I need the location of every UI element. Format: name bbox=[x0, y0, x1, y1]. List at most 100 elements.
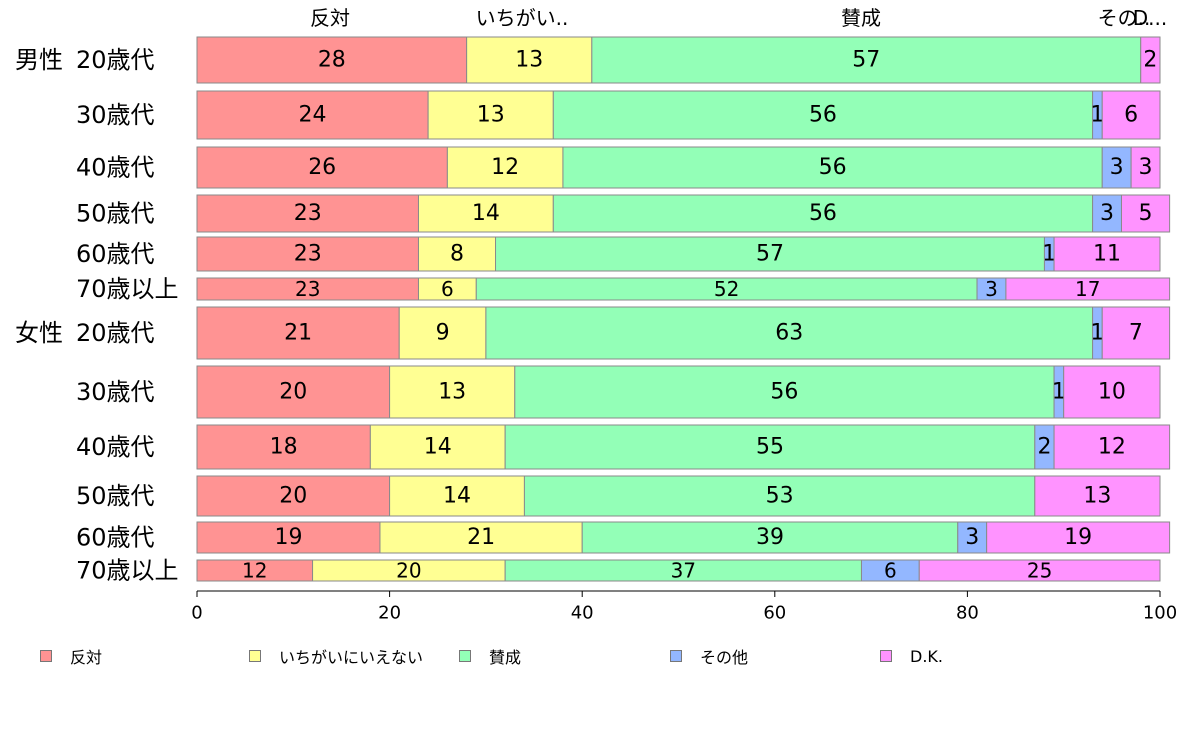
bar-segment bbox=[196, 306, 400, 360]
category-label: 70歳以上 bbox=[76, 275, 179, 303]
data-label: 13 bbox=[1083, 484, 1111, 509]
x-tick-label: 100 bbox=[1143, 603, 1177, 624]
chart-legend: 反対 いちがいにいえない 賛成 その他 D.K. bbox=[40, 645, 1180, 667]
data-label: 6 bbox=[884, 559, 897, 583]
bar-segment bbox=[485, 306, 1094, 360]
category-label: 60歳代 bbox=[76, 524, 155, 552]
bar-segment bbox=[196, 521, 381, 554]
data-label: 9 bbox=[436, 321, 450, 346]
x-tick-label: 20 bbox=[378, 603, 401, 624]
data-label: 1 bbox=[1090, 321, 1104, 346]
column-header: 反対 bbox=[310, 6, 350, 30]
category-label: 70歳以上 bbox=[76, 557, 179, 585]
data-label: 25 bbox=[1027, 559, 1052, 583]
bar-segment bbox=[495, 236, 1045, 272]
data-label: 14 bbox=[443, 484, 471, 509]
data-label: 12 bbox=[1098, 435, 1126, 460]
legend-label: その他 bbox=[700, 648, 749, 667]
data-label: 21 bbox=[284, 321, 312, 346]
category-label: 20歳代 bbox=[76, 46, 155, 74]
x-tick-label: 0 bbox=[191, 603, 202, 624]
bar-segment bbox=[918, 559, 1161, 582]
bar-segment bbox=[196, 236, 419, 272]
bar-segment bbox=[1034, 475, 1161, 517]
bar-segment bbox=[1140, 36, 1161, 84]
data-label: 3 bbox=[1139, 155, 1153, 180]
data-label: 6 bbox=[1124, 103, 1138, 128]
bar-segment bbox=[1120, 194, 1171, 233]
bar-segment bbox=[398, 306, 487, 360]
data-label: 57 bbox=[756, 242, 784, 267]
data-label: 6 bbox=[441, 277, 454, 301]
bar-segment bbox=[196, 475, 391, 517]
data-label: 56 bbox=[770, 380, 798, 405]
column-header: いちがい.. bbox=[476, 6, 569, 30]
data-label: 23 bbox=[295, 277, 320, 301]
bar-segment bbox=[417, 194, 554, 233]
bar-segment bbox=[1101, 90, 1161, 140]
data-label: 1 bbox=[1090, 103, 1104, 128]
data-label: 10 bbox=[1098, 380, 1126, 405]
data-label: 3 bbox=[965, 525, 979, 550]
bar-segment bbox=[552, 194, 1094, 233]
data-label: 28 bbox=[318, 48, 346, 73]
data-label: 13 bbox=[438, 380, 466, 405]
column-header: 賛成 bbox=[841, 6, 881, 30]
data-label: 3 bbox=[1110, 155, 1124, 180]
x-tick-label: 40 bbox=[571, 603, 594, 624]
bar-segment bbox=[1101, 306, 1171, 360]
data-label: 20 bbox=[279, 484, 307, 509]
bar-segment bbox=[196, 146, 448, 189]
data-label: 8 bbox=[450, 242, 464, 267]
category-label: 20歳代 bbox=[76, 319, 155, 347]
x-tick-label: 60 bbox=[763, 603, 786, 624]
category-label: 60歳代 bbox=[76, 240, 155, 268]
category-label: 50歳代 bbox=[76, 482, 155, 510]
data-label: 12 bbox=[242, 559, 267, 583]
legend-item: 賛成 bbox=[459, 645, 521, 667]
bar-segment bbox=[552, 90, 1094, 140]
bar-segment bbox=[562, 146, 1103, 189]
legend-swatch bbox=[459, 650, 471, 662]
bar-segment bbox=[389, 475, 525, 517]
bar-segment bbox=[417, 236, 497, 272]
bar-segment bbox=[196, 90, 429, 140]
legend-swatch bbox=[880, 650, 892, 662]
data-label: 56 bbox=[809, 201, 837, 226]
legend-swatch bbox=[40, 650, 52, 662]
bar-segment bbox=[196, 424, 371, 470]
group-label: 男性 bbox=[15, 46, 63, 74]
data-label: 39 bbox=[756, 525, 784, 550]
data-label: 56 bbox=[809, 103, 837, 128]
bar-segment bbox=[427, 90, 554, 140]
legend-item: いちがいにいえない bbox=[249, 645, 423, 667]
data-label: 26 bbox=[308, 155, 336, 180]
data-label: 63 bbox=[775, 321, 803, 346]
data-label: 20 bbox=[279, 380, 307, 405]
data-label: 17 bbox=[1075, 277, 1100, 301]
data-label: 1 bbox=[1052, 380, 1066, 405]
data-label: 3 bbox=[985, 277, 998, 301]
data-label: 23 bbox=[294, 201, 322, 226]
data-label: 19 bbox=[1064, 525, 1092, 550]
data-label: 11 bbox=[1093, 242, 1121, 267]
bar-segment bbox=[1053, 424, 1171, 470]
legend-label: 賛成 bbox=[489, 648, 522, 667]
bar-segment bbox=[591, 36, 1142, 84]
legend-item: 反対 bbox=[40, 645, 102, 667]
bar-segment bbox=[986, 521, 1171, 554]
data-label: 5 bbox=[1139, 201, 1153, 226]
group-label: 女性 bbox=[15, 319, 63, 347]
bar-segment bbox=[504, 424, 1036, 470]
data-label: 23 bbox=[294, 242, 322, 267]
bar-segment bbox=[523, 475, 1036, 517]
category-label: 30歳代 bbox=[76, 378, 155, 406]
data-label: 14 bbox=[424, 435, 452, 460]
data-label: 24 bbox=[299, 103, 327, 128]
data-label: 52 bbox=[714, 277, 739, 301]
legend-swatch bbox=[670, 650, 682, 662]
bar-segment bbox=[581, 521, 959, 554]
bar-segment bbox=[1053, 236, 1161, 272]
legend-item: D.K. bbox=[880, 645, 943, 667]
category-label: 50歳代 bbox=[76, 200, 155, 228]
